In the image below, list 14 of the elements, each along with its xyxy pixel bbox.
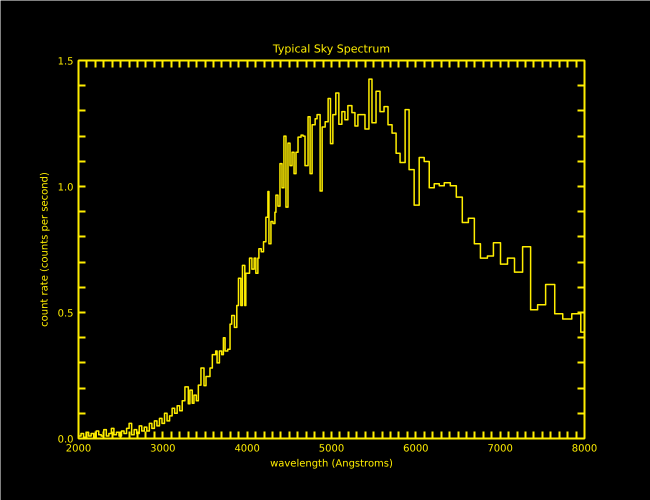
y-axis-title: count rate (counts per second): [40, 172, 51, 327]
x-tick-label: 2000: [66, 444, 92, 454]
x-tick-label: 4000: [234, 444, 260, 454]
chart-title: Typical Sky Spectrum: [272, 42, 390, 56]
y-tick-label: 1.0: [58, 182, 74, 194]
x-axis-title: wavelength (Angstroms): [270, 458, 394, 470]
y-tick-label: 0.5: [58, 308, 74, 320]
y-tick-label: 1.5: [58, 56, 74, 68]
x-tick-label: 5000: [318, 444, 344, 454]
x-tick-label: 7000: [487, 444, 513, 454]
y-tick-label: 0.0: [58, 434, 74, 446]
x-tick-label: 8000: [572, 444, 598, 454]
x-tick-label: 3000: [150, 444, 176, 454]
x-tick-label: 6000: [403, 444, 429, 454]
